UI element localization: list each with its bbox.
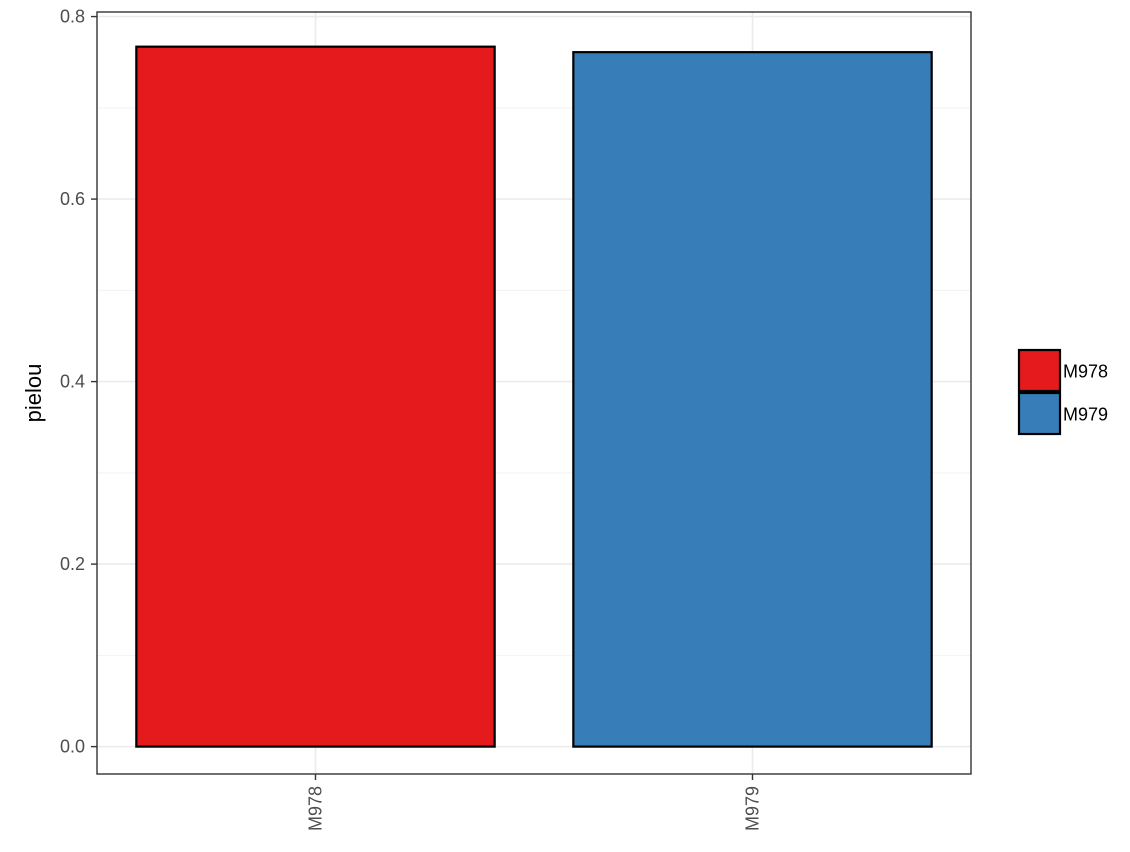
- legend: M978 M979: [1017, 348, 1108, 436]
- legend-swatch-m979: [1017, 391, 1062, 436]
- y-tick-label: 0.6: [60, 189, 85, 209]
- x-tick-label: M979: [743, 786, 763, 831]
- bar-m979: [572, 51, 933, 748]
- y-tick-label: 0.8: [60, 7, 85, 27]
- x-tick-label: M978: [306, 786, 326, 831]
- legend-swatch-m978: [1017, 348, 1062, 393]
- y-axis-title: pielou: [21, 364, 46, 423]
- y-tick-label: 0.0: [60, 737, 85, 757]
- y-tick-label: 0.2: [60, 554, 85, 574]
- bar-m978: [135, 45, 496, 748]
- y-tick-label: 0.4: [60, 372, 85, 392]
- legend-label-m979: M979: [1063, 405, 1108, 425]
- bars: [135, 45, 933, 748]
- legend-label-m978: M978: [1063, 362, 1108, 382]
- plot-border: [96, 11, 972, 775]
- y-axis: 0.0 0.2 0.4 0.6 0.8: [60, 7, 97, 757]
- x-axis: M978 M979: [306, 774, 763, 831]
